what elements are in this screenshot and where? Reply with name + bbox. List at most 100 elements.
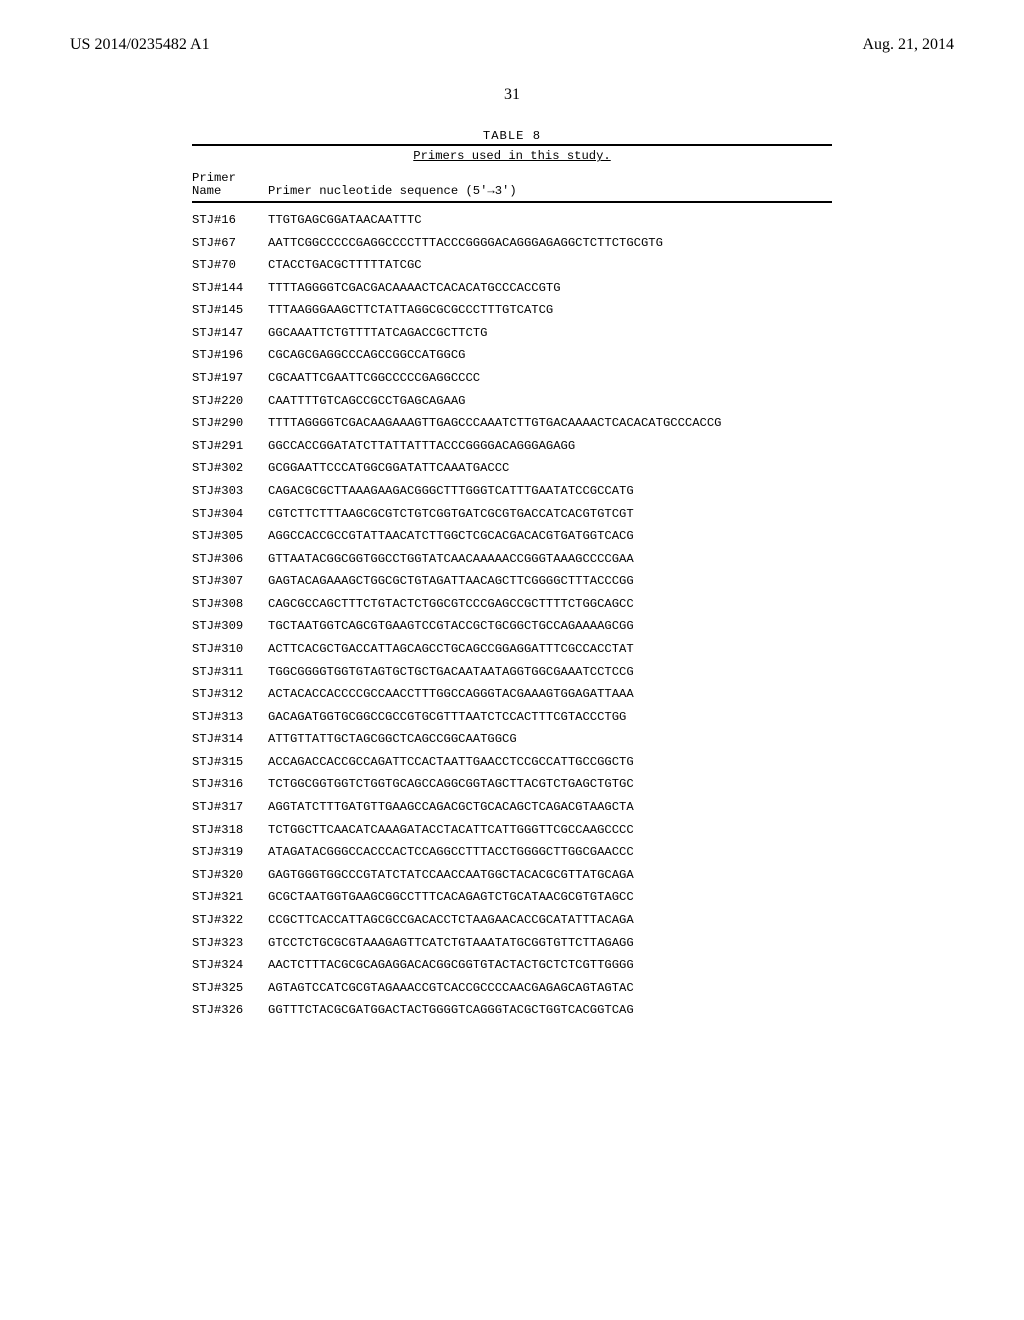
primer-name: STJ#319 [192, 846, 268, 858]
primer-name: STJ#290 [192, 417, 268, 429]
primer-name: STJ#314 [192, 733, 268, 745]
primer-name: STJ#306 [192, 553, 268, 565]
page: US 2014/0235482 A1 Aug. 21, 2014 31 TABL… [0, 0, 1024, 1320]
primer-sequence: TTGTGAGCGGATAACAATTTC [268, 214, 832, 226]
table-row: STJ#316TCTGGCGGTGGTCTGGTGCAGCCAGGCGGTAGC… [192, 773, 832, 796]
primer-sequence: TTTTAGGGGTCGACAAGAAAGTTGAGCCCAAATCTTGTGA… [268, 417, 832, 429]
table-row: STJ#315ACCAGACCACCGCCAGATTCCACTAATTGAACC… [192, 751, 832, 774]
primer-name: STJ#318 [192, 824, 268, 836]
primer-sequence: GGCAAATTCTGTTTTATCAGACCGCTTCTG [268, 327, 832, 339]
table-row: STJ#145TTTAAGGGAAGCTTCTATTAGGCGCGCCCTTTG… [192, 299, 832, 322]
primer-sequence: TCTGGCTTCAACATCAAAGATACCTACATTCATTGGGTTC… [268, 824, 832, 836]
table-row: STJ#318TCTGGCTTCAACATCAAAGATACCTACATTCAT… [192, 818, 832, 841]
table-caption: TABLE 8 [192, 130, 832, 142]
table-row: STJ#70CTACCTGACGCTTTTTATCGC [192, 254, 832, 277]
primer-sequence: GTCCTCTGCGCGTAAAGAGTTCATCTGTAAATATGCGGTG… [268, 937, 832, 949]
table-subcaption: Primers used in this study. [192, 146, 832, 166]
patent-number: US 2014/0235482 A1 [70, 36, 210, 54]
table-row: STJ#313GACAGATGGTGCGGCCGCCGTGCGTTTAATCTC… [192, 706, 832, 729]
primer-name: STJ#305 [192, 530, 268, 542]
table-body: STJ#16TTGTGAGCGGATAACAATTTCSTJ#67AATTCGG… [192, 203, 832, 1022]
primer-name: STJ#144 [192, 282, 268, 294]
primer-sequence: TGGCGGGGTGGTGTAGTGCTGCTGACAATAATAGGTGGCG… [268, 666, 832, 678]
primer-name: STJ#325 [192, 982, 268, 994]
table-row: STJ#317AGGTATCTTTGATGTTGAAGCCAGACGCTGCAC… [192, 796, 832, 819]
primer-name: STJ#315 [192, 756, 268, 768]
table-8: TABLE 8 Primers used in this study. Prim… [192, 130, 832, 1022]
primer-name: STJ#304 [192, 508, 268, 520]
primer-sequence: GGTTTCTACGCGATGGACTACTGGGGTCAGGGTACGCTGG… [268, 1004, 832, 1016]
primer-sequence: CTACCTGACGCTTTTTATCGC [268, 259, 832, 271]
primer-sequence: CAGCGCCAGCTTTCTGTACTCTGGCGTCCCGAGCCGCTTT… [268, 598, 832, 610]
table-row: STJ#147GGCAAATTCTGTTTTATCAGACCGCTTCTG [192, 322, 832, 345]
primer-sequence: AACTCTTTACGCGCAGAGGACACGGCGGTGTACTACTGCT… [268, 959, 832, 971]
table-row: STJ#325AGTAGTCCATCGCGTAGAAACCGTCACCGCCCC… [192, 976, 832, 999]
primer-sequence: CAGACGCGCTTAAAGAAGACGGGCTTTGGGTCATTTGAAT… [268, 485, 832, 497]
table-row: STJ#322CCGCTTCACCATTAGCGCCGACACCTCTAAGAA… [192, 909, 832, 932]
primer-sequence: CAATTTTGTCAGCCGCCTGAGCAGAAG [268, 395, 832, 407]
table-row: STJ#314ATTGTTATTGCTAGCGGCTCAGCCGGCAATGGC… [192, 728, 832, 751]
primer-sequence: CGCAGCGAGGCCCAGCCGGCCATGGCG [268, 349, 832, 361]
primer-name: STJ#324 [192, 959, 268, 971]
table-row: STJ#303CAGACGCGCTTAAAGAAGACGGGCTTTGGGTCA… [192, 480, 832, 503]
primer-name: STJ#326 [192, 1004, 268, 1016]
primer-sequence: GTTAATACGGCGGTGGCCTGGTATCAACAAAAACCGGGTA… [268, 553, 832, 565]
table-row: STJ#307GAGTACAGAAAGCTGGCGCTGTAGATTAACAGC… [192, 570, 832, 593]
table-row: STJ#309TGCTAATGGTCAGCGTGAAGTCCGTACCGCTGC… [192, 615, 832, 638]
primer-sequence: AATTCGGCCCCCGAGGCCCCTTTACCCGGGGACAGGGAGA… [268, 237, 832, 249]
page-header: US 2014/0235482 A1 Aug. 21, 2014 [70, 36, 954, 54]
table-column-headers: Primer Name Primer nucleotide sequence (… [192, 166, 832, 200]
primer-sequence: ACCAGACCACCGCCAGATTCCACTAATTGAACCTCCGCCA… [268, 756, 832, 768]
page-number: 31 [70, 86, 954, 104]
primer-name: STJ#308 [192, 598, 268, 610]
col-header-name: Name [192, 185, 268, 197]
table-row: STJ#16TTGTGAGCGGATAACAATTTC [192, 209, 832, 232]
table-row: STJ#310ACTTCACGCTGACCATTAGCAGCCTGCAGCCGG… [192, 638, 832, 661]
primer-sequence: AGGCCACCGCCGTATTAACATCTTGGCTCGCACGACACGT… [268, 530, 832, 542]
col-header-empty [268, 172, 832, 184]
table-row: STJ#305AGGCCACCGCCGTATTAACATCTTGGCTCGCAC… [192, 525, 832, 548]
primer-name: STJ#310 [192, 643, 268, 655]
table-row: STJ#320GAGTGGGTGGCCCGTATCTATCCAACCAATGGC… [192, 864, 832, 887]
primer-name: STJ#311 [192, 666, 268, 678]
primer-name: STJ#16 [192, 214, 268, 226]
primer-name: STJ#321 [192, 891, 268, 903]
primer-sequence: TTTTAGGGGTCGACGACAAAACTCACACATGCCCACCGTG [268, 282, 832, 294]
primer-name: STJ#312 [192, 688, 268, 700]
primer-name: STJ#70 [192, 259, 268, 271]
table-row: STJ#321GCGCTAATGGTGAAGCGGCCTTTCACAGAGTCT… [192, 886, 832, 909]
table-row: STJ#306GTTAATACGGCGGTGGCCTGGTATCAACAAAAA… [192, 547, 832, 570]
table-row: STJ#291GGCCACCGGATATCTTATTATTTACCCGGGGAC… [192, 435, 832, 458]
primer-sequence: ACTACACCACCCCGCCAACCTTTGGCCAGGGTACGAAAGT… [268, 688, 832, 700]
primer-sequence: TGCTAATGGTCAGCGTGAAGTCCGTACCGCTGCGGCTGCC… [268, 620, 832, 632]
primer-name: STJ#316 [192, 778, 268, 790]
col-header-primer: Primer [192, 172, 268, 184]
primer-sequence: TCTGGCGGTGGTCTGGTGCAGCCAGGCGGTAGCTTACGTC… [268, 778, 832, 790]
primer-name: STJ#323 [192, 937, 268, 949]
col-header-sequence: Primer nucleotide sequence (5'→3') [268, 185, 832, 197]
table-row: STJ#319ATAGATACGGGCCACCCACTCCAGGCCTTTACC… [192, 841, 832, 864]
primer-name: STJ#145 [192, 304, 268, 316]
primer-sequence: GCGCTAATGGTGAAGCGGCCTTTCACAGAGTCTGCATAAC… [268, 891, 832, 903]
primer-sequence: AGGTATCTTTGATGTTGAAGCCAGACGCTGCACAGCTCAG… [268, 801, 832, 813]
primer-name: STJ#291 [192, 440, 268, 452]
primer-sequence: GACAGATGGTGCGGCCGCCGTGCGTTTAATCTCCACTTTC… [268, 711, 832, 723]
table-row: STJ#308CAGCGCCAGCTTTCTGTACTCTGGCGTCCCGAG… [192, 593, 832, 616]
table-row: STJ#324AACTCTTTACGCGCAGAGGACACGGCGGTGTAC… [192, 954, 832, 977]
primer-sequence: TTTAAGGGAAGCTTCTATTAGGCGCGCCCTTTGTCATCG [268, 304, 832, 316]
primer-sequence: ATTGTTATTGCTAGCGGCTCAGCCGGCAATGGCG [268, 733, 832, 745]
table-row: STJ#311TGGCGGGGTGGTGTAGTGCTGCTGACAATAATA… [192, 660, 832, 683]
primer-name: STJ#322 [192, 914, 268, 926]
primer-name: STJ#220 [192, 395, 268, 407]
primer-name: STJ#67 [192, 237, 268, 249]
table-row: STJ#196CGCAGCGAGGCCCAGCCGGCCATGGCG [192, 344, 832, 367]
primer-name: STJ#303 [192, 485, 268, 497]
publication-date: Aug. 21, 2014 [862, 36, 954, 54]
primer-sequence: CGTCTTCTTTAAGCGCGTCTGTCGGTGATCGCGTGACCAT… [268, 508, 832, 520]
table-row: STJ#302GCGGAATTCCCATGGCGGATATTCAAATGACCC [192, 457, 832, 480]
table-row: STJ#312ACTACACCACCCCGCCAACCTTTGGCCAGGGTA… [192, 683, 832, 706]
primer-sequence: ACTTCACGCTGACCATTAGCAGCCTGCAGCCGGAGGATTT… [268, 643, 832, 655]
primer-name: STJ#320 [192, 869, 268, 881]
primer-name: STJ#196 [192, 349, 268, 361]
primer-name: STJ#307 [192, 575, 268, 587]
